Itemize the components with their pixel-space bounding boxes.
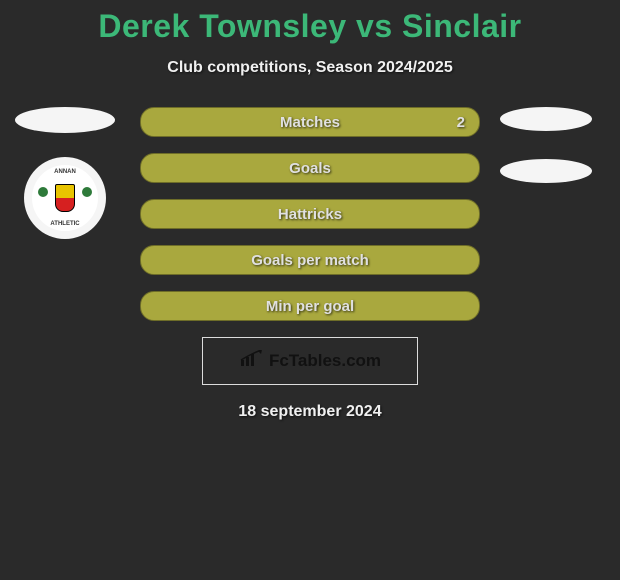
bar-hattricks: Hattricks [140,199,480,229]
page-title: Derek Townsley vs Sinclair [0,0,620,45]
player2-club-ellipse [500,159,592,183]
badge-shield-icon [55,184,75,212]
subtitle: Club competitions, Season 2024/2025 [0,59,620,77]
bar-value-right: 2 [457,114,465,131]
badge-text-bottom: ATHLETIC [50,221,79,227]
player2-name-ellipse [500,107,592,131]
bar-goals-per-match: Goals per match [140,245,480,275]
bar-label: Hattricks [278,206,342,223]
player1-column: ANNAN ATHLETIC [10,107,120,239]
bar-label: Goals per match [251,252,369,269]
bar-label: Goals [289,160,331,177]
comparison-chart: ANNAN ATHLETIC Matches 2 Goals Hattricks [0,107,620,321]
bar-matches: Matches 2 [140,107,480,137]
player1-club-badge: ANNAN ATHLETIC [24,157,106,239]
bar-goals: Goals [140,153,480,183]
bar-min-per-goal: Min per goal [140,291,480,321]
badge-thistle-left-icon [38,187,48,197]
footer-brand-text: FcTables.com [269,351,381,371]
fctables-chart-icon [239,350,265,373]
bar-label: Matches [280,114,340,131]
stat-bars: Matches 2 Goals Hattricks Goals per matc… [140,107,480,321]
player2-column [490,107,600,183]
date-line: 18 september 2024 [0,403,620,421]
footer-brand-box: FcTables.com [202,337,418,385]
badge-thistle-right-icon [82,187,92,197]
player1-name-ellipse [15,107,115,133]
bar-label: Min per goal [266,298,354,315]
